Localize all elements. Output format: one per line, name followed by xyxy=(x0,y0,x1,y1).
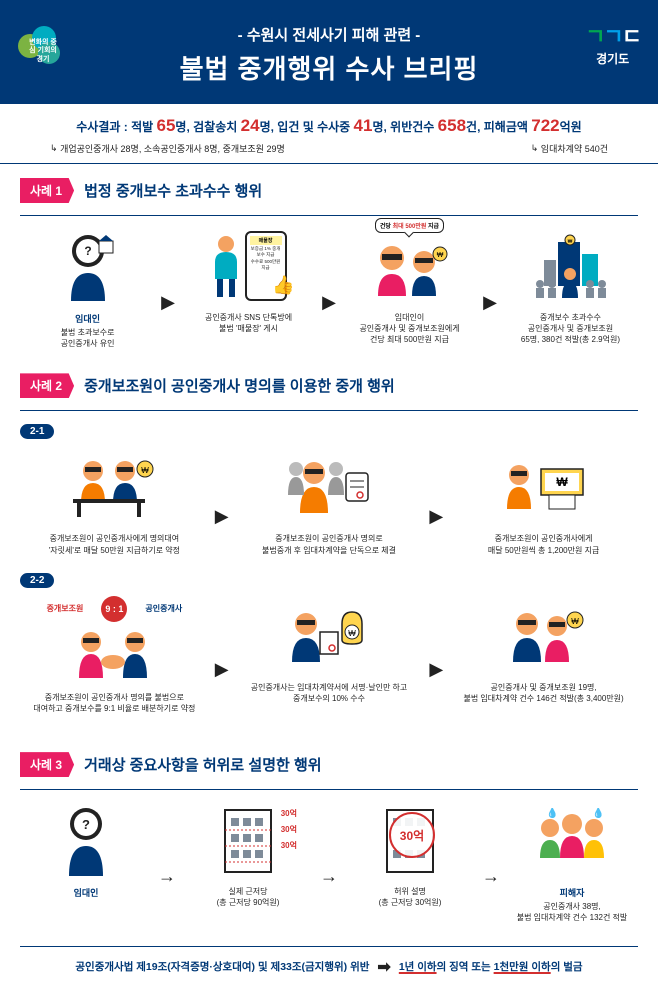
case2-2-step-1: 중개보조원 9 : 1 공인중개사 중개보조원이 공인중개사 명의를 불법으로 … xyxy=(20,596,209,714)
arrow-icon: → xyxy=(158,866,176,887)
arrow-icon: ▶ xyxy=(215,506,229,527)
building-real-icon xyxy=(219,804,277,876)
case3-step-4: 💧💧 피해자 공인중개사 38명, 불법 임대차계약 건수 132건 적발 xyxy=(506,800,638,923)
handshake-icon xyxy=(69,628,159,684)
case1-step-1: ? 임대인 불법 초과보수로 공인중개사 유인 xyxy=(20,226,155,349)
mortgage-amount: 30억 xyxy=(281,808,297,819)
mortgage-amount: 30억 xyxy=(281,840,297,851)
arrow-icon: ▶ xyxy=(215,659,229,680)
desk-agreement-icon: ₩ xyxy=(69,455,159,519)
summary-bar: 수사결과 : 적발 65명, 검찰송치 24명, 입건 및 수사중 41명, 위… xyxy=(0,104,658,164)
case-2-2: 2-2 중개보조원 9 : 1 공인중개사 중개보조원이 공인중개사 명의를 불… xyxy=(20,570,638,714)
penalty-text: 1년 이하의 징역 또는 1천만원 이하의 벌금 xyxy=(399,959,583,974)
thumbs-up-icon: 👍 xyxy=(272,275,294,296)
case-2: 사례 2 중개보조원이 공인중개사 명의를 이용한 중개 행위 2-1 ₩ 중개… xyxy=(0,359,658,738)
arrow-icon: ▶ xyxy=(429,506,443,527)
arrow-icon: → xyxy=(482,866,500,887)
svg-text:₩: ₩ xyxy=(436,252,443,259)
arrow-icon: ▶ xyxy=(161,292,175,313)
arrow-icon: ▶ xyxy=(483,292,497,313)
landlord-icon: ? xyxy=(59,804,113,876)
case-2-1: 2-1 ₩ 중개보조원이 공인중개사에게 명의대여 '자릿세'로 매달 50만원… xyxy=(20,421,638,555)
subtitle: - 수원시 전세사기 피해 관련 - xyxy=(20,24,638,45)
arrow-icon: → xyxy=(320,866,338,887)
case2-1-step-1: ₩ 중개보조원이 공인중개사에게 명의대여 '자릿세'로 매달 50만원 지급하… xyxy=(20,447,209,555)
case1-step-2: 매물장 보증금 1% 중개보수 지급 수수료 500만원 지급 👍 공인중개사 … xyxy=(181,226,316,334)
svg-text:?: ? xyxy=(82,817,90,832)
illegal-contract-icon xyxy=(284,455,374,519)
case3-step-1: ? 임대인 xyxy=(20,800,152,901)
false-mortgage-badge: 30억 xyxy=(389,812,435,858)
summary-stats: 수사결과 : 적발 65명, 검찰송치 24명, 입건 및 수사중 41명, 위… xyxy=(20,116,638,136)
payment-printer-icon: ₩ xyxy=(499,455,589,519)
case1-step-4: ₩ 중개보수 초과수수 공인중개사 및 중개보조원 65명, 380건 적발(총… xyxy=(503,226,638,346)
svg-text:₩: ₩ xyxy=(568,239,573,245)
case-3-title: 거래상 중요사항을 허위로 설명한 행위 xyxy=(84,754,638,775)
logo-gyeonggi: ㄱㄱㄷ 경기도 xyxy=(585,26,640,67)
law-reference: 공인중개사법 제19조(자격증명·상호대여) 및 제33조(금지행위) 위반 xyxy=(75,959,369,974)
city-people-icon: ₩ xyxy=(530,234,610,298)
arrow-icon: ▶ xyxy=(322,292,336,313)
victims-icon: 💧💧 xyxy=(532,808,612,872)
arrow-icon: ▶ xyxy=(429,659,443,680)
person-posting-icon xyxy=(211,234,241,298)
case3-step-2: 30억 30억 30억 실제 근저당 (총 근저당 90억원) xyxy=(182,800,314,908)
svg-text:₩: ₩ xyxy=(348,629,356,638)
ratio-badge: 9 : 1 xyxy=(101,596,127,622)
case-2-title: 중개보조원이 공인중개사 명의를 이용한 중개 행위 xyxy=(84,375,638,396)
header: 변화의 중심 기회의 경기 ㄱㄱㄷ 경기도 - 수원시 전세사기 피해 관련 -… xyxy=(0,0,658,104)
logo-gyeonggi-slogan: 변화의 중심 기회의 경기 xyxy=(18,26,66,66)
summary-note-right: ↳ 임대차계약 540건 xyxy=(531,142,608,155)
case-3: 사례 3 거래상 중요사항을 허위로 설명한 행위 ? 임대인 → 30억 30… xyxy=(0,738,658,933)
case2-1-step-3: ₩ 중개보조원이 공인중개사에게 매달 50만원씩 총 1,200만원 지급 xyxy=(449,447,638,555)
case-2-1-tag: 2-1 xyxy=(20,424,54,439)
masked-agents-icon: ₩ xyxy=(370,236,450,296)
case-1-title: 법정 중개보수 초과수수 행위 xyxy=(84,180,638,201)
arrow-icon: ➡ xyxy=(377,957,390,977)
svg-text:💧: 💧 xyxy=(592,808,604,819)
sign-and-money-icon: ₩ xyxy=(284,604,374,668)
case1-step-3: 건당 최대 500만원 지급 ₩ 임대인이 공인중개사 및 중개보조원에게 건당… xyxy=(342,226,477,346)
case2-2-step-3: ₩ 공인중개사 및 중개보조원 19명, 불법 임대차계약 건수 146건 적발… xyxy=(449,596,638,704)
svg-text:₩: ₩ xyxy=(142,466,150,475)
summary-note-left: ↳ 개업공인중개사 28명, 소속공인중개사 8명, 중개보조원 29명 xyxy=(50,142,285,155)
svg-text:₩: ₩ xyxy=(556,475,568,489)
province-name: 경기도 xyxy=(585,50,640,67)
case-2-2-tag: 2-2 xyxy=(20,573,54,588)
case-3-tag: 사례 3 xyxy=(20,752,74,777)
landlord-icon: ? xyxy=(61,231,115,301)
label-assistant: 중개보조원 xyxy=(47,603,84,614)
svg-text:?: ? xyxy=(84,244,91,258)
svg-text:💧: 💧 xyxy=(546,808,558,819)
mortgage-amount: 30억 xyxy=(281,824,297,835)
payment-bubble: 건당 최대 500만원 지급 xyxy=(375,218,444,233)
case-1: 사례 1 법정 중개보수 초과수수 행위 ? 임대인 불법 초과보수로 공인중개… xyxy=(0,164,658,359)
footer: 공인중개사법 제19조(자격증명·상호대여) 및 제33조(금지행위) 위반 ➡… xyxy=(0,934,658,995)
case-2-tag: 사례 2 xyxy=(20,373,74,398)
slogan-text: 변화의 중심 기회의 경기 xyxy=(26,39,60,64)
label-agent: 공인중개사 xyxy=(145,603,182,614)
case-1-tag: 사례 1 xyxy=(20,178,74,203)
svg-text:₩: ₩ xyxy=(571,617,579,626)
case3-step-3: 30억 허위 설명 (총 근저당 30억원) xyxy=(344,800,476,908)
page-title: 불법 중개행위 수사 브리핑 xyxy=(20,49,638,86)
case2-1-step-2: 중개보조원이 공인중개사 명의로 불법중개 후 임대차계약을 단독으로 체결 xyxy=(235,447,424,555)
caught-agents-icon: ₩ xyxy=(499,604,589,668)
case2-2-step-2: ₩ 공인중개사는 임대차계약서에 서명·날인만 하고 중개보수의 10% 수수 xyxy=(235,596,424,704)
